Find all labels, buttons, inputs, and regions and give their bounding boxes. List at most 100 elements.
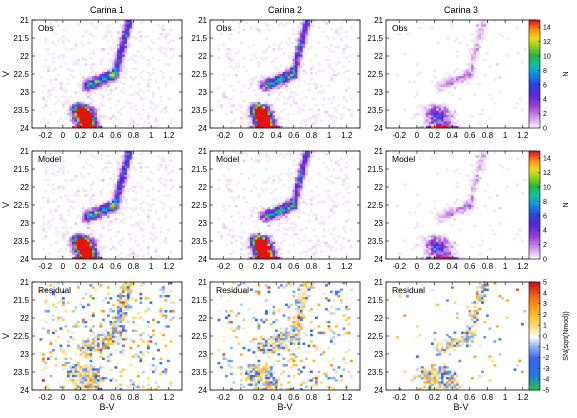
y-tick-label: 21.5: [367, 34, 383, 43]
y-tick-label: 23.5: [367, 237, 383, 246]
y-tick-label: 22.5: [367, 332, 383, 341]
y-tick-label: 23: [20, 219, 29, 228]
x-tick-label: 0.2: [75, 393, 87, 402]
colorbar-tick-label: 2: [543, 242, 547, 249]
y-tick-label: 22.5: [13, 201, 29, 210]
y-tick-label: 22: [198, 314, 207, 323]
y-tick-label: 23: [374, 219, 383, 228]
x-tick-label: 0.8: [306, 393, 318, 402]
x-tick-label: 0.2: [429, 262, 441, 271]
y-tick-label: 23: [374, 350, 383, 359]
y-tick-label: 21.5: [191, 165, 207, 174]
panel-label: Model: [392, 154, 415, 164]
colorbar-label: N: [563, 202, 570, 207]
y-tick-label: 24: [198, 255, 207, 264]
y-tick-label: 21: [198, 147, 207, 156]
column-title: Carina 1: [90, 5, 124, 15]
x-tick-label: 0.8: [128, 131, 140, 140]
x-axis-label: B-V: [99, 402, 114, 412]
y-tick-label: 21.5: [13, 34, 29, 43]
panel-row1-col2: -0.2 0 0.2 0.4 0.6 0.8 1 1.2 21 21.5 22 22.5 23 23.5 2…: [191, 5, 361, 140]
x-tick-label: 0.4: [93, 262, 105, 271]
panel-label: Obs: [38, 23, 54, 33]
y-tick-label: 23: [198, 88, 207, 97]
y-tick-label: 23.5: [367, 106, 383, 115]
colorbar-tick-label: 2: [543, 312, 547, 319]
colorbar-tick-label: 12: [543, 170, 551, 177]
colorbar-tick-label: 0: [543, 126, 547, 133]
colorbar-tick-label: 2: [543, 111, 547, 118]
colorbar-tick-label: 1: [543, 323, 547, 330]
panel-label: Model: [216, 154, 239, 164]
x-tick-label: 0.4: [271, 262, 283, 271]
x-tick-label: 0: [415, 131, 420, 140]
x-tick-label: 0.8: [306, 262, 318, 271]
y-tick-label: 24: [20, 386, 29, 395]
y-tick-label: 23: [374, 88, 383, 97]
x-tick-label: 0: [239, 262, 244, 271]
colorbar-label: SN(sqrt(Nmod)): [563, 311, 570, 360]
x-tick-label: 0.6: [110, 131, 122, 140]
x-tick-label: 0: [61, 262, 66, 271]
x-tick-label: -0.2: [392, 131, 406, 140]
x-tick-label: 1: [149, 262, 154, 271]
x-tick-label: -0.2: [38, 131, 52, 140]
colorbar-tick-label: 6: [543, 82, 547, 89]
x-tick-label: 0.6: [110, 393, 122, 402]
colorbar-tick-label: 14: [543, 156, 551, 163]
x-tick-label: 1: [503, 131, 508, 140]
x-tick-label: -0.2: [216, 131, 230, 140]
x-tick-label: 0.6: [464, 131, 476, 140]
y-tick-label: 22.5: [13, 332, 29, 341]
x-tick-label: 0: [239, 131, 244, 140]
colorbar-tick-label: 4: [543, 228, 547, 235]
x-tick-label: 0.4: [271, 393, 283, 402]
column-title: Carina 2: [268, 5, 302, 15]
panel-row2-col1: -0.2 0 0.2 0.4 0.6 0.8 1 1.2 21 21.5 22 22.5 23 23.5 2…: [1, 147, 183, 271]
y-tick-label: 21: [374, 278, 383, 287]
panel-label: Obs: [216, 23, 232, 33]
x-tick-label: 0.2: [429, 393, 441, 402]
y-tick-label: 23.5: [191, 106, 207, 115]
x-tick-label: 0.2: [253, 131, 265, 140]
y-axis-label: V: [1, 202, 11, 208]
colorbar-tick-label: -5: [543, 388, 549, 395]
colorbar-tick-label: -2: [543, 355, 549, 362]
y-tick-label: 23.5: [13, 106, 29, 115]
x-tick-label: 1.2: [341, 131, 353, 140]
x-tick-label: 0.4: [447, 393, 459, 402]
x-tick-label: 1: [327, 131, 332, 140]
y-tick-label: 21: [20, 278, 29, 287]
colorbar-tick-label: -4: [543, 377, 549, 384]
colorbar-tick-label: 10: [543, 185, 551, 192]
y-tick-label: 24: [374, 386, 383, 395]
y-tick-label: 24: [374, 255, 383, 264]
x-axis-label: B-V: [453, 402, 468, 412]
y-tick-label: 23.5: [13, 368, 29, 377]
x-tick-label: 0.4: [93, 131, 105, 140]
x-tick-label: 0.2: [429, 131, 441, 140]
x-tick-label: 0.2: [75, 262, 87, 271]
x-tick-label: -0.2: [38, 393, 52, 402]
x-tick-label: -0.2: [392, 393, 406, 402]
colorbar-tick-label: 5: [543, 280, 547, 287]
y-tick-label: 22: [198, 52, 207, 61]
y-tick-label: 23: [20, 88, 29, 97]
panel-row1-col1: -0.2 0 0.2 0.4 0.6 0.8 1 1.2 21 21.5 22 22.5 23 23.5 2…: [1, 5, 183, 140]
y-tick-label: 21: [20, 16, 29, 25]
y-tick-label: 24: [20, 255, 29, 264]
x-tick-label: 0.2: [253, 393, 265, 402]
x-tick-label: 0.4: [93, 393, 105, 402]
x-tick-label: 0.6: [288, 131, 300, 140]
panel-row2-col2: -0.2 0 0.2 0.4 0.6 0.8 1 1.2 21 21.5 22 22.5 23 23.5 2…: [191, 147, 361, 271]
x-tick-label: 1.2: [517, 393, 529, 402]
colorbar-tick-label: -3: [543, 366, 549, 373]
x-tick-label: 1: [503, 393, 508, 402]
colorbar-label: N: [563, 71, 570, 76]
y-tick-label: 24: [374, 124, 383, 133]
y-tick-label: 21.5: [191, 34, 207, 43]
panel-row2-col3: -0.2 0 0.2 0.4 0.6 0.8 1 1.2 21 21.5 22 22.5 23 23.5 2…: [367, 147, 537, 271]
x-tick-label: 0.4: [447, 262, 459, 271]
y-tick-label: 23.5: [191, 368, 207, 377]
